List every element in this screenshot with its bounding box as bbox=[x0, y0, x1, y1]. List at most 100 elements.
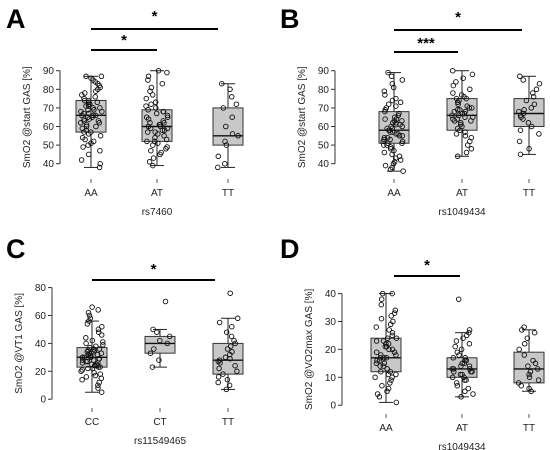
data-point bbox=[379, 290, 386, 297]
data-point bbox=[524, 335, 531, 341]
data-point bbox=[87, 315, 94, 322]
data-point bbox=[457, 371, 464, 378]
data-point bbox=[388, 377, 394, 383]
y-tick-label: 30 bbox=[325, 317, 337, 328]
data-point bbox=[517, 151, 524, 158]
data-point bbox=[227, 343, 234, 349]
panel-a: A 40 50 60 70 80 90 SmO2 @start GAS [%] AA AT TT rs… bbox=[6, 4, 244, 218]
data-point bbox=[374, 357, 380, 364]
data-point bbox=[222, 138, 228, 145]
data-point bbox=[164, 340, 171, 347]
data-point bbox=[94, 99, 101, 106]
data-point bbox=[453, 95, 460, 102]
data-point bbox=[216, 365, 222, 372]
data-point bbox=[384, 335, 391, 341]
data-point bbox=[385, 101, 392, 107]
data-point bbox=[516, 108, 522, 115]
data-point bbox=[379, 382, 385, 389]
data-point bbox=[399, 77, 406, 83]
data-point bbox=[378, 368, 384, 375]
data-point bbox=[460, 335, 466, 341]
data-point bbox=[233, 101, 240, 107]
data-point bbox=[154, 329, 160, 335]
data-point bbox=[95, 307, 101, 313]
data-point bbox=[389, 164, 395, 171]
data-point bbox=[95, 385, 101, 391]
data-point bbox=[83, 374, 90, 380]
data-point bbox=[161, 133, 167, 139]
data-point bbox=[92, 94, 98, 100]
data-point bbox=[98, 332, 105, 338]
data-point bbox=[227, 290, 233, 296]
data-point bbox=[378, 296, 385, 302]
data-point bbox=[376, 357, 383, 364]
data-point bbox=[395, 131, 401, 137]
data-point bbox=[396, 153, 403, 160]
data-point bbox=[88, 361, 95, 368]
data-point bbox=[458, 92, 465, 98]
data-point bbox=[372, 374, 378, 381]
data-point bbox=[530, 94, 537, 100]
data-point bbox=[164, 112, 171, 119]
panel-label-b: B bbox=[280, 4, 300, 34]
box-at bbox=[446, 332, 478, 398]
data-point bbox=[530, 357, 536, 364]
y-tick-label: 20 bbox=[325, 345, 337, 356]
data-point bbox=[381, 134, 388, 141]
data-point bbox=[95, 326, 102, 333]
data-point bbox=[85, 347, 91, 354]
data-point bbox=[463, 149, 470, 156]
data-point bbox=[150, 162, 156, 169]
x-axis-title: rs7460 bbox=[142, 207, 173, 218]
data-point bbox=[520, 110, 527, 117]
data-point bbox=[144, 129, 151, 135]
x-tick-label: AT bbox=[151, 188, 163, 199]
y-tick-label: 40 bbox=[43, 159, 55, 170]
data-point bbox=[462, 114, 468, 120]
data-point bbox=[98, 73, 105, 80]
data-point bbox=[98, 350, 105, 356]
data-point bbox=[455, 296, 462, 302]
data-point bbox=[96, 164, 103, 171]
data-point bbox=[97, 371, 104, 377]
data-point bbox=[533, 86, 540, 93]
data-point bbox=[79, 357, 86, 363]
data-point bbox=[145, 73, 152, 80]
data-point bbox=[531, 329, 538, 336]
data-point bbox=[467, 366, 473, 372]
data-point bbox=[147, 350, 154, 356]
panel-c: C 0 20 40 60 80 SmO2 @VT1 GAS [%] CC CT TT rs11549… bbox=[6, 234, 244, 447]
data-point bbox=[458, 120, 464, 126]
y-axis-title: SmO2 @start GAS [%] bbox=[297, 66, 308, 168]
data-point bbox=[229, 349, 235, 355]
data-point bbox=[155, 67, 162, 74]
data-point bbox=[149, 364, 156, 370]
data-point bbox=[83, 335, 89, 341]
data-point bbox=[389, 80, 396, 87]
data-point bbox=[157, 337, 163, 344]
data-point bbox=[389, 332, 396, 339]
data-point bbox=[521, 324, 527, 330]
data-point bbox=[470, 391, 476, 397]
data-point bbox=[517, 127, 524, 133]
data-point bbox=[146, 159, 153, 165]
data-point bbox=[86, 312, 93, 319]
data-point bbox=[89, 304, 95, 310]
data-point bbox=[381, 88, 388, 94]
data-point bbox=[536, 80, 543, 87]
y-tick-label: 10 bbox=[325, 373, 337, 384]
data-point bbox=[385, 341, 392, 347]
x-tick-label: AA bbox=[387, 188, 401, 199]
data-point bbox=[95, 118, 102, 124]
data-point bbox=[453, 338, 460, 344]
data-point bbox=[388, 313, 394, 319]
data-point bbox=[468, 146, 475, 152]
data-point bbox=[164, 69, 170, 76]
box-body bbox=[513, 98, 545, 128]
data-point bbox=[462, 388, 468, 395]
y-tick-label: 50 bbox=[318, 141, 330, 152]
data-point bbox=[397, 99, 404, 106]
data-point bbox=[468, 134, 475, 141]
x-axis-title: rs1049434 bbox=[438, 442, 486, 450]
data-point bbox=[521, 352, 528, 358]
